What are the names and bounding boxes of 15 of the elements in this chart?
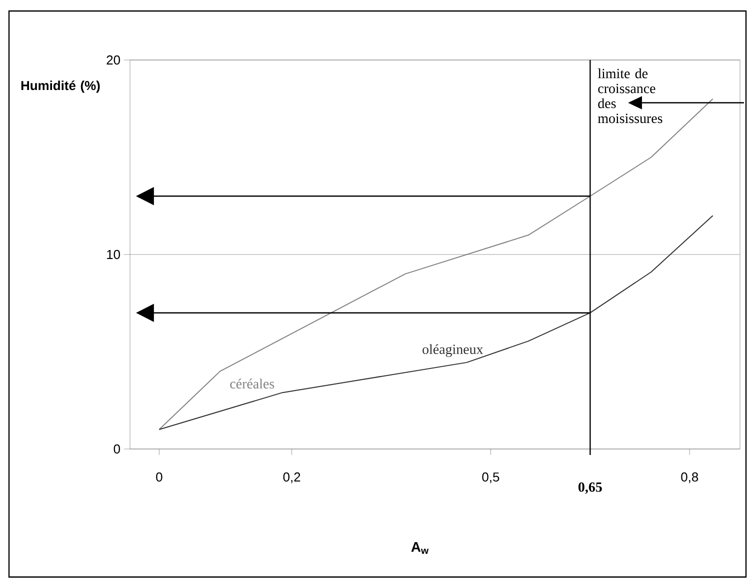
line-series — [158, 98, 714, 430]
y-axis-title: Humidité (%) — [21, 80, 100, 93]
ref-line-label: 0,65 — [578, 482, 602, 494]
series-label: oléagineux — [422, 344, 484, 357]
x-axis-title: A$_{w}$ — [411, 542, 429, 554]
y-tick-label: 20 — [106, 55, 120, 65]
annotation: limite de croissance des moisissures — [598, 68, 662, 124]
x-tick-label: 0 — [156, 472, 162, 482]
y-tick-label: 0 — [114, 444, 120, 454]
line-series — [158, 215, 714, 430]
series-label: céréales — [230, 378, 274, 389]
x-tick-label: 0,2 — [283, 472, 300, 484]
x-tick-label: 0,8 — [681, 472, 698, 484]
x-tick-label: 0,5 — [482, 472, 500, 484]
y-tick-label: 10 — [107, 250, 120, 260]
